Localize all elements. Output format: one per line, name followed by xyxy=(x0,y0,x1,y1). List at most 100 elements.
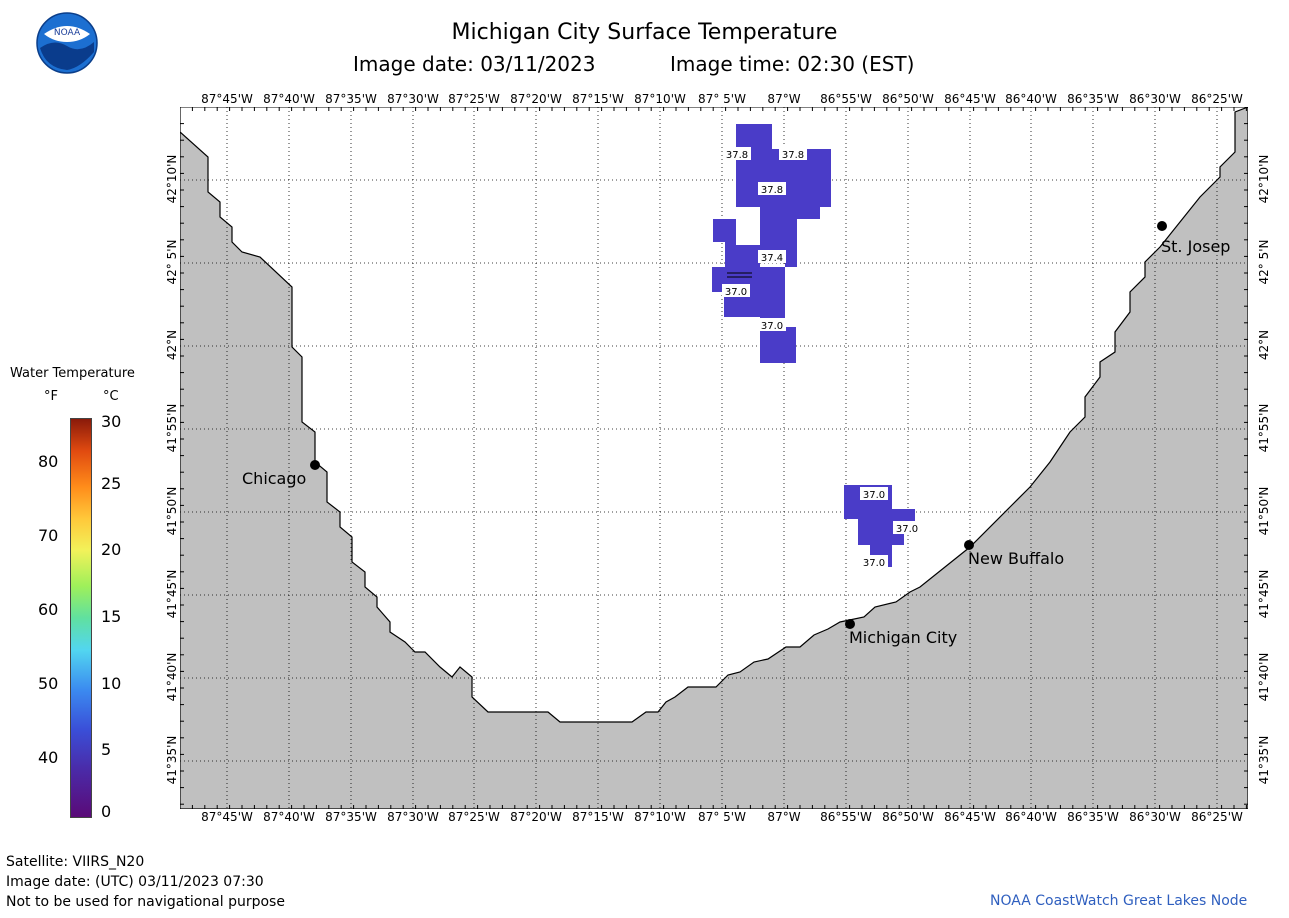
small-lines xyxy=(727,272,752,278)
legend-f-tick: 60 xyxy=(38,600,59,619)
legend-c-tick: 15 xyxy=(101,607,122,626)
longitude-label: 87°25'W xyxy=(448,92,500,106)
city-label-chicago: Chicago xyxy=(242,469,307,488)
longitude-label: 87° 5'W xyxy=(698,810,746,824)
temp-patch-michigan-city xyxy=(844,485,915,567)
longitude-label: 86°35'W xyxy=(1067,92,1119,106)
latitude-label: 41°45'N xyxy=(165,569,179,619)
noaa-logo-icon: NOAA xyxy=(36,12,98,74)
latitude-label: 41°40'N xyxy=(1257,652,1271,702)
longitude-label: 86°35'W xyxy=(1067,810,1119,824)
longitude-label: 86°30'W xyxy=(1129,810,1181,824)
legend-title: Water Temperature xyxy=(10,366,135,381)
city-label-new-buffalo: New Buffalo xyxy=(968,549,1065,568)
latitude-label: 42°10'N xyxy=(165,154,179,204)
legend-c-tick: 0 xyxy=(101,802,112,821)
city-markers xyxy=(310,221,1167,629)
svg-text:37.8: 37.8 xyxy=(782,150,804,161)
latitude-label: 41°45'N xyxy=(1257,569,1271,619)
temperature-label: 37.0 xyxy=(722,284,750,298)
city-label-st-joseph: St. Josep xyxy=(1161,237,1231,256)
grid-lines xyxy=(180,107,1248,809)
longitude-label: 87°40'W xyxy=(263,92,315,106)
latitude-label: 42° 5'N xyxy=(165,239,179,285)
st-joseph-marker xyxy=(1157,221,1167,231)
longitude-label: 86°45'W xyxy=(944,92,996,106)
temp-patch-north xyxy=(736,124,831,267)
legend-unit-c: °C xyxy=(103,389,119,404)
longitude-label: 86°40'W xyxy=(1005,92,1057,106)
temperature-label: 37.4 xyxy=(758,250,786,264)
latitude-label: 42°10'N xyxy=(1257,154,1271,204)
svg-text:37.0: 37.0 xyxy=(896,524,918,535)
legend-c-tick: 20 xyxy=(101,540,122,559)
longitude-label: 86°45'W xyxy=(944,810,996,824)
longitude-label: 86°25'W xyxy=(1191,810,1243,824)
longitude-label: 87°45'W xyxy=(201,810,253,824)
latitude-label: 41°35'N xyxy=(165,735,179,785)
longitude-label: 87°W xyxy=(767,810,801,824)
latitude-label: 42°N xyxy=(1257,329,1271,361)
longitude-label: 86°55'W xyxy=(820,810,872,824)
footer-satellite: Satellite: VIIRS_N20 xyxy=(6,854,145,870)
temperature-label: 37.0 xyxy=(758,318,786,332)
credit-link[interactable]: NOAA CoastWatch Great Lakes Node xyxy=(990,893,1248,909)
latitude-label: 41°50'N xyxy=(165,486,179,536)
svg-text:37.8: 37.8 xyxy=(761,185,783,196)
color-bar xyxy=(70,418,92,818)
temperature-label: 37.8 xyxy=(723,147,751,161)
latitude-label: 41°50'N xyxy=(1257,486,1271,536)
latitude-label: 41°35'N xyxy=(1257,735,1271,785)
michigan-city-marker xyxy=(845,619,855,629)
image-time: Image time: 02:30 (EST) xyxy=(670,52,915,76)
svg-text:37.0: 37.0 xyxy=(863,490,885,501)
latitude-label: 41°55'N xyxy=(165,403,179,453)
legend-c-tick: 5 xyxy=(101,740,112,759)
noaa-logo-text: NOAA xyxy=(54,28,81,38)
temperature-label: 37.0 xyxy=(893,521,921,535)
legend-f-tick: 40 xyxy=(38,748,59,767)
longitude-label: 86°40'W xyxy=(1005,810,1057,824)
svg-text:37.0: 37.0 xyxy=(725,287,747,298)
temperature-label: 37.0 xyxy=(860,487,888,501)
svg-text:37.8: 37.8 xyxy=(726,150,748,161)
longitude-label: 87°45'W xyxy=(201,92,253,106)
longitude-label: 87°30'W xyxy=(387,92,439,106)
temp-patch-south-block xyxy=(760,327,796,363)
map: 37.8 37.8 37.8 37.4 37.0 37.0 37.0 37.0 37.0 xyxy=(180,107,1248,809)
legend-unit-f: °F xyxy=(44,389,58,404)
noaa-logo: NOAA xyxy=(36,12,98,74)
legend-f-tick: 80 xyxy=(38,452,59,471)
longitude-label: 86°55'W xyxy=(820,92,872,106)
longitude-label: 86°25'W xyxy=(1191,92,1243,106)
image-date: Image date: 03/11/2023 xyxy=(353,52,596,76)
legend-c-tick: 10 xyxy=(101,674,122,693)
latitude-label: 41°40'N xyxy=(165,652,179,702)
footer-disclaimer: Not to be used for navigational purpose xyxy=(6,894,285,910)
temperature-label: 37.8 xyxy=(779,147,807,161)
longitude-label: 87°15'W xyxy=(572,810,624,824)
latitude-label: 42°N xyxy=(165,329,179,361)
legend-c-tick: 25 xyxy=(101,474,122,493)
longitude-label: 87°20'W xyxy=(510,92,562,106)
svg-text:37.0: 37.0 xyxy=(863,558,885,569)
longitude-label: 87°40'W xyxy=(263,810,315,824)
temperature-label: 37.8 xyxy=(758,182,786,196)
longitude-label: 86°30'W xyxy=(1129,92,1181,106)
land xyxy=(180,107,1248,809)
footer-utc-date: Image date: (UTC) 03/11/2023 07:30 xyxy=(6,874,264,890)
page-title: Michigan City Surface Temperature xyxy=(451,20,838,45)
longitude-label: 87°10'W xyxy=(634,92,686,106)
legend-f-tick: 50 xyxy=(38,674,59,693)
longitude-label: 87°10'W xyxy=(634,810,686,824)
longitude-label: 87°15'W xyxy=(572,92,624,106)
legend-f-tick: 70 xyxy=(38,526,59,545)
svg-text:37.0: 37.0 xyxy=(761,321,783,332)
temperature-label: 37.0 xyxy=(860,555,888,569)
longitude-label: 87°25'W xyxy=(448,810,500,824)
legend-c-tick: 30 xyxy=(101,412,122,431)
chicago-marker xyxy=(310,460,320,470)
longitude-label: 86°50'W xyxy=(882,810,934,824)
longitude-label: 87°35'W xyxy=(325,92,377,106)
longitude-label: 87°30'W xyxy=(387,810,439,824)
